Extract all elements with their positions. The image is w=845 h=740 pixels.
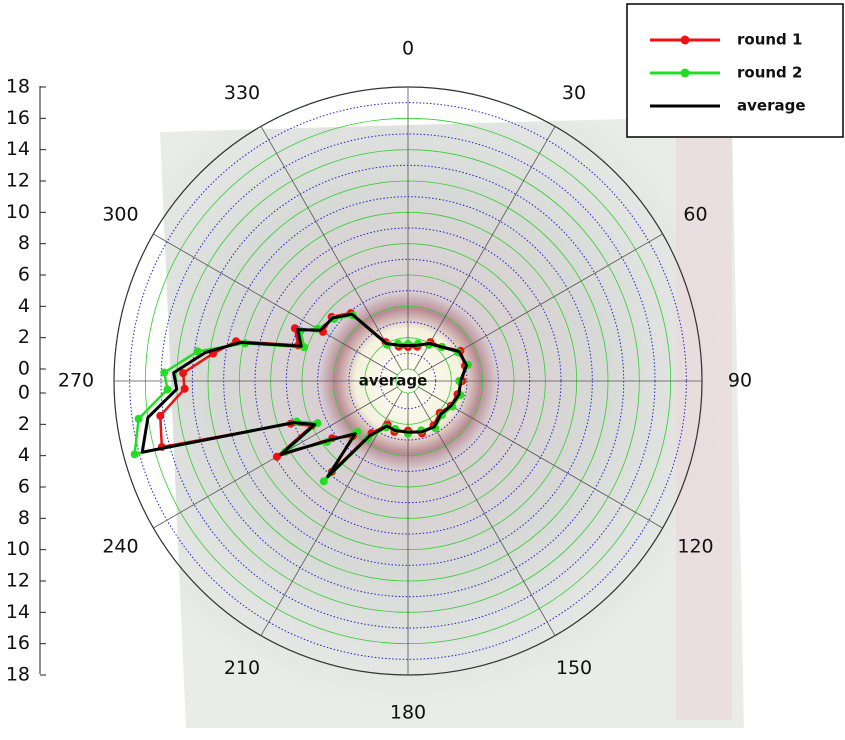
angle-label: 60: [683, 204, 707, 226]
r-tick-label: 0: [18, 382, 30, 404]
angle-label: 90: [728, 370, 752, 392]
r-tick-label: 4: [18, 444, 30, 466]
legend-marker: [681, 36, 690, 45]
legend: [627, 4, 843, 137]
angle-label: 30: [562, 82, 586, 104]
r-tick-label: 2: [18, 326, 30, 348]
r-tick-label: 6: [18, 476, 30, 498]
r-tick-label: 4: [18, 295, 30, 317]
series-marker: [135, 415, 143, 423]
r-tick-label: 16: [6, 632, 30, 654]
r-tick-label: 14: [6, 138, 30, 160]
legend-label: round 2: [737, 64, 802, 82]
angle-label: 150: [556, 657, 592, 679]
angle-label: 210: [224, 657, 260, 679]
angle-label: 300: [102, 204, 138, 226]
r-tick-label: 18: [6, 76, 30, 98]
r-tick-label: 14: [6, 601, 30, 623]
series-marker: [163, 385, 171, 393]
r-tick-label: 0: [18, 358, 30, 380]
r-tick-label: 12: [6, 570, 30, 592]
r-tick-label: 8: [18, 232, 30, 254]
r-tick-label: 18: [6, 664, 30, 686]
angle-label: 0: [402, 38, 414, 60]
angle-label: 330: [224, 82, 260, 104]
chart: average 03060901201501802102402703003300…: [0, 0, 845, 740]
series-marker: [181, 385, 189, 393]
r-tick-label: 12: [6, 170, 30, 192]
r-tick-label: 10: [6, 538, 30, 560]
r-tick-label: 2: [18, 413, 30, 435]
series-marker: [160, 368, 168, 376]
legend-label: round 1: [737, 31, 802, 49]
r-tick-label: 16: [6, 107, 30, 129]
center-label: average: [359, 372, 428, 390]
angle-label: 240: [102, 536, 138, 558]
photo-background: [160, 116, 744, 728]
r-tick-label: 10: [6, 201, 30, 223]
series-marker: [131, 450, 139, 458]
angle-label: 270: [58, 370, 94, 392]
r-tick-label: 6: [18, 264, 30, 286]
series-marker: [320, 477, 328, 485]
r-tick-label: 8: [18, 507, 30, 529]
angle-label: 180: [390, 702, 426, 724]
series-marker: [156, 412, 164, 420]
angle-label: 120: [677, 536, 713, 558]
legend-label: average: [737, 97, 806, 115]
legend-marker: [681, 69, 690, 78]
